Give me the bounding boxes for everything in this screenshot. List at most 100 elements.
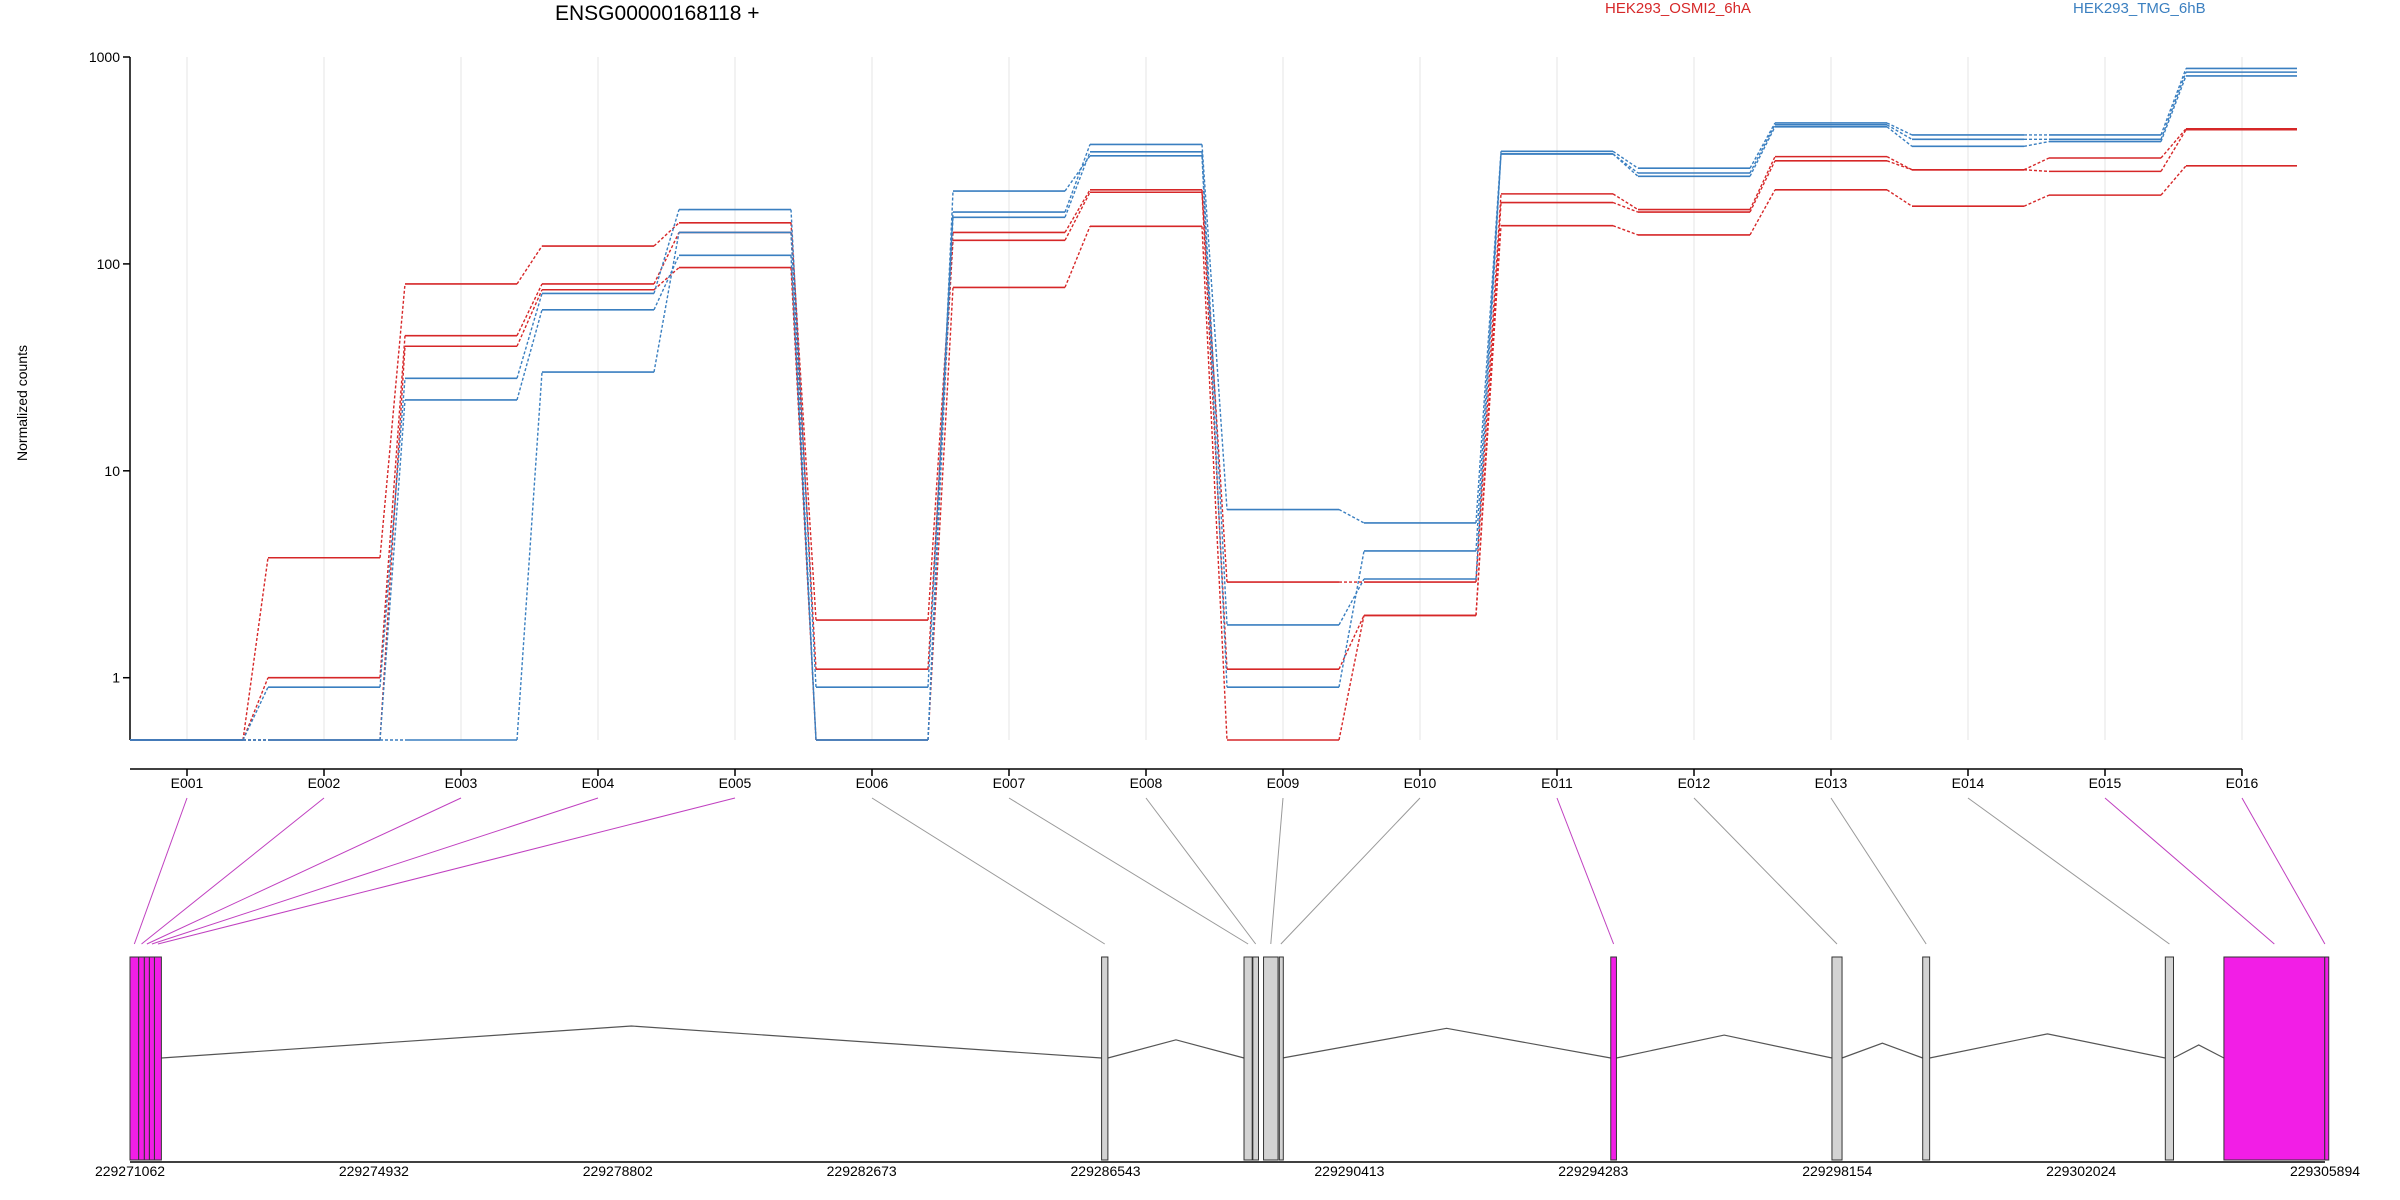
exon-E014 (2164, 956, 2175, 1161)
series-1-connector-E013 (1886, 160, 1913, 171)
intron-E013 (1929, 1033, 2166, 1059)
series-4-connector-E012 (1749, 124, 1776, 174)
connector-E009 (1270, 797, 1284, 945)
series-3-connector-E003 (516, 293, 543, 379)
genomic-tick-label-229282673: 229282673 (827, 1163, 897, 1179)
series-1-connector-E002 (379, 335, 406, 678)
series-2-connector-E007 (1064, 226, 1091, 288)
series-4-connector-E007 (1064, 151, 1091, 218)
connector-E012 (1693, 797, 1838, 945)
series-0-connector-E002 (379, 283, 406, 558)
exon-E008 (1252, 956, 1260, 1161)
intron-E010 (1282, 1027, 1611, 1059)
genomic-tick-label-229302024: 229302024 (2046, 1163, 2116, 1179)
series-5-connector-E012 (1749, 126, 1776, 177)
series-0-connector-E004 (653, 222, 680, 247)
exon-E009 (1263, 956, 1279, 1161)
genomic-tick-label-229286543: 229286543 (1071, 1163, 1141, 1179)
series-3-connector-E006 (927, 212, 954, 688)
intron-E006 (1107, 1039, 1245, 1059)
series-0-connector-E008 (1201, 189, 1228, 583)
connector-E010 (1280, 797, 1421, 945)
exon-E006 (1101, 956, 1109, 1161)
legend-entry-tmg: HEK293_TMG_6hB (2073, 0, 2206, 17)
x-tick-label-E007: E007 (993, 775, 1026, 791)
x-tick-label-E010: E010 (1404, 775, 1437, 791)
genomic-tick-label-229271062: 229271062 (95, 1163, 165, 1179)
connector-E005 (157, 797, 736, 945)
intron-E011 (1616, 1034, 1833, 1059)
genomic-tick-label-229298154: 229298154 (1802, 1163, 1872, 1179)
series-1-connector-E014 (2023, 169, 2050, 173)
exon-E005 (153, 956, 162, 1161)
x-tick-label-E014: E014 (1952, 775, 1985, 791)
series-2-connector-E003 (516, 289, 543, 347)
series-2-connector-E005 (790, 267, 817, 741)
series-0-connector-E005 (790, 222, 817, 621)
series-4-connector-E010 (1475, 153, 1502, 580)
connector-E014 (1967, 797, 2170, 945)
series-5-connector-E003 (516, 372, 543, 741)
exon-E002 (138, 956, 145, 1161)
series-5-connector-E004 (653, 232, 680, 373)
series-2-connector-E009 (1338, 615, 1365, 741)
series-0-connector-E012 (1749, 156, 1776, 210)
connector-E001 (133, 797, 188, 945)
connector-E006 (871, 797, 1106, 945)
intron-E012 (1841, 1042, 1923, 1059)
exon-E015 (2223, 956, 2326, 1161)
x-tick-label-E013: E013 (1815, 775, 1848, 791)
series-5-connector-E011 (1612, 153, 1639, 177)
x-tick-label-E009: E009 (1267, 775, 1300, 791)
series-3-connector-E011 (1612, 150, 1639, 169)
series-4-connector-E015 (2160, 71, 2187, 140)
series-0-connector-E007 (1064, 189, 1091, 233)
series-2-connector-E011 (1612, 225, 1639, 236)
series-0-connector-E015 (2160, 128, 2187, 159)
intron-E005 (161, 1025, 1102, 1059)
series-3-connector-E004 (653, 209, 680, 294)
exon-E010 (1278, 956, 1284, 1161)
exon-E003 (143, 956, 150, 1161)
series-4-connector-E011 (1612, 153, 1639, 174)
series-2-connector-E008 (1201, 226, 1228, 741)
series-2-connector-E010 (1475, 225, 1502, 616)
x-tick-label-E011: E011 (1541, 775, 1573, 791)
connector-E003 (146, 797, 462, 945)
series-5-connector-E013 (1886, 126, 1913, 147)
x-tick-label-E004: E004 (582, 775, 615, 791)
x-tick-label-E006: E006 (856, 775, 889, 791)
intron-E014 (2173, 1044, 2225, 1059)
series-1-connector-E015 (2160, 129, 2187, 172)
series-1-connector-E004 (653, 232, 680, 285)
connector-E016 (2241, 797, 2326, 945)
x-tick-label-E012: E012 (1678, 775, 1711, 791)
x-tick-label-E001: E001 (171, 775, 204, 791)
series-3-connector-E002 (379, 378, 406, 688)
series-5-connector-E014 (2023, 140, 2050, 148)
connector-E004 (151, 797, 599, 945)
series-0-connector-E011 (1612, 193, 1639, 211)
exon-E013 (1922, 956, 1931, 1161)
series-0-connector-E003 (516, 245, 543, 285)
series-3-connector-E013 (1886, 122, 1913, 136)
series-4-connector-E002 (379, 399, 406, 741)
series-2-connector-E004 (653, 267, 680, 291)
y-tick-label-100: 100 (97, 256, 121, 272)
series-0-connector-E001 (242, 557, 269, 741)
series-2-connector-E014 (2023, 194, 2050, 207)
series-2-connector-E002 (379, 346, 406, 741)
series-1-connector-E006 (927, 240, 954, 670)
y-tick-label-1: 1 (112, 670, 120, 686)
series-5-connector-E008 (1201, 155, 1228, 688)
series-2-connector-E012 (1749, 189, 1776, 236)
connector-E013 (1830, 797, 1927, 945)
y-tick-label-1000: 1000 (89, 49, 120, 65)
connector-E015 (2104, 797, 2275, 945)
series-4-connector-E009 (1338, 578, 1365, 626)
series-3-connector-E007 (1064, 144, 1091, 213)
connector-E008 (1145, 797, 1257, 945)
genomic-tick-label-229278802: 229278802 (583, 1163, 653, 1179)
series-4-connector-E008 (1201, 151, 1228, 625)
